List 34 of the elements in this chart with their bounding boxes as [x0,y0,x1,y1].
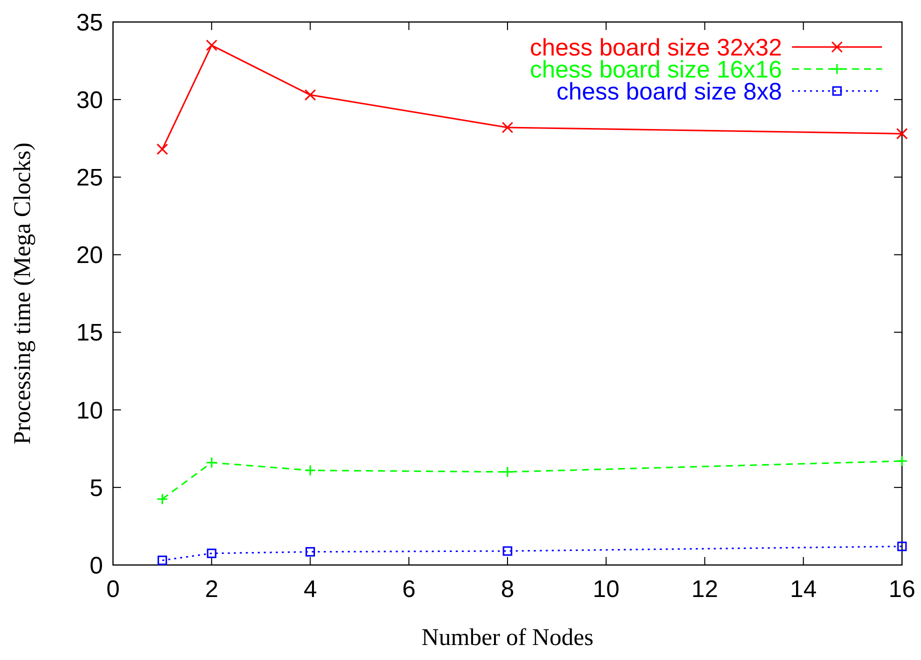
point [502,122,514,134]
point [206,40,218,52]
x-tick-label: 0 [106,576,120,603]
point [156,143,168,155]
x-tick-label: 8 [500,576,514,603]
point [206,548,216,558]
x-tick-label: 10 [592,576,620,603]
point [304,89,316,101]
x-tick-label: 12 [691,576,718,603]
point [896,128,908,140]
y-axis-title: Processing time (Mega Clocks) [10,142,36,444]
point [156,493,168,505]
y-tick-label: 5 [90,474,103,502]
point [896,455,908,467]
x-tick-label: 14 [790,576,817,603]
x-tick-label: 2 [204,576,218,603]
point [206,456,218,468]
point [502,466,514,478]
point [306,547,315,557]
y-tick-label: 0 [90,552,103,580]
y-tick-label: 10 [76,397,103,424]
x-tick-label: 4 [304,576,317,603]
point [502,546,512,556]
point [158,556,168,566]
x-tick-label: 6 [402,576,416,603]
y-tick-label: 35 [76,9,103,36]
y-tick-label: 30 [76,86,103,114]
point [897,542,907,552]
y-tick-label: 20 [76,242,103,270]
y-tick-label: 15 [76,320,103,347]
y-tick-label: 25 [76,164,103,192]
x-axis-title: Number of Nodes [422,625,594,651]
point [304,464,316,476]
x-tick-label: 16 [888,576,916,603]
